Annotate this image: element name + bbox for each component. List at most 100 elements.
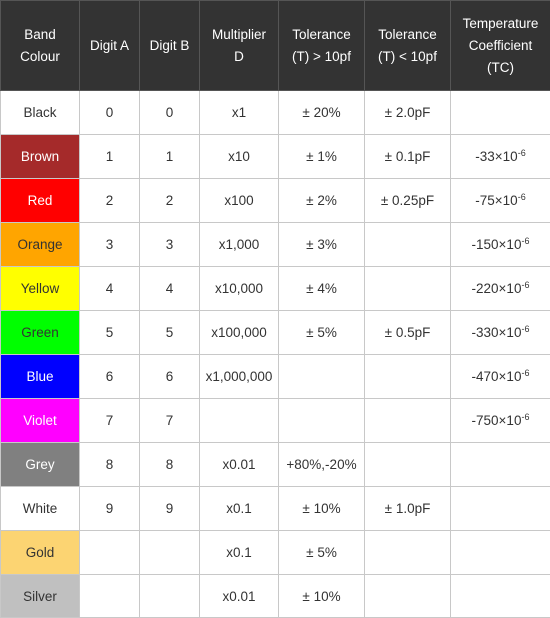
cell-digit-a: 3: [80, 223, 140, 267]
band-colour-cell: Grey: [1, 443, 80, 487]
tc-exponent: -6: [518, 192, 526, 202]
cell-digit-b: 1: [140, 135, 200, 179]
band-colour-cell: Brown: [1, 135, 80, 179]
cell-digit-a: 1: [80, 135, 140, 179]
cell-digit-b: [140, 575, 200, 618]
cell-digit-a: 5: [80, 311, 140, 355]
band-colour-cell: Gold: [1, 531, 80, 575]
cell-tolerance-gt-10pf: ± 20%: [279, 91, 365, 135]
cell-tolerance-lt-10pf: [365, 531, 451, 575]
cell-digit-b: 4: [140, 267, 200, 311]
cell-digit-a: [80, 575, 140, 618]
cell-digit-a: 7: [80, 399, 140, 443]
cell-tolerance-lt-10pf: ± 0.1pF: [365, 135, 451, 179]
cell-tolerance-gt-10pf: +80%,-20%: [279, 443, 365, 487]
cell-digit-b: 0: [140, 91, 200, 135]
cell-multiplier: x100,000: [200, 311, 279, 355]
cell-tolerance-gt-10pf: ± 5%: [279, 531, 365, 575]
tc-base: -220×10: [472, 281, 522, 296]
cell-tolerance-gt-10pf: ± 3%: [279, 223, 365, 267]
cell-temperature-coefficient: [451, 531, 550, 575]
cell-tolerance-gt-10pf: ± 2%: [279, 179, 365, 223]
cell-digit-a: 0: [80, 91, 140, 135]
cell-tolerance-lt-10pf: [365, 355, 451, 399]
cell-temperature-coefficient: -75×10-6: [451, 179, 550, 223]
cell-digit-b: 3: [140, 223, 200, 267]
cell-multiplier: x10: [200, 135, 279, 179]
cell-digit-a: 2: [80, 179, 140, 223]
cell-tolerance-gt-10pf: ± 10%: [279, 575, 365, 618]
cell-temperature-coefficient: -470×10-6: [451, 355, 550, 399]
cell-temperature-coefficient: -220×10-6: [451, 267, 550, 311]
cell-multiplier: x100: [200, 179, 279, 223]
cell-temperature-coefficient: [451, 443, 550, 487]
cell-tolerance-gt-10pf: ± 1%: [279, 135, 365, 179]
cell-temperature-coefficient: -330×10-6: [451, 311, 550, 355]
cell-tolerance-lt-10pf: [365, 223, 451, 267]
cell-digit-a: 9: [80, 487, 140, 531]
tc-exponent: -6: [518, 148, 526, 158]
band-colour-cell: Orange: [1, 223, 80, 267]
band-colour-cell: White: [1, 487, 80, 531]
cell-multiplier: [200, 399, 279, 443]
cell-multiplier: x1,000,000: [200, 355, 279, 399]
tc-base: -470×10: [472, 369, 522, 384]
header-tolerance-lt-10pf: Tolerance(T) < 10pf: [365, 1, 451, 91]
tc-exponent: -6: [521, 368, 529, 378]
cell-tolerance-gt-10pf: [279, 355, 365, 399]
cell-tolerance-lt-10pf: [365, 443, 451, 487]
cell-tolerance-lt-10pf: [365, 267, 451, 311]
cell-temperature-coefficient: [451, 91, 550, 135]
band-colour-cell: Silver: [1, 575, 80, 618]
cell-digit-a: 4: [80, 267, 140, 311]
band-colour-cell: Green: [1, 311, 80, 355]
cell-tolerance-gt-10pf: ± 5%: [279, 311, 365, 355]
cell-temperature-coefficient: -750×10-6: [451, 399, 550, 443]
cell-temperature-coefficient: -33×10-6: [451, 135, 550, 179]
tc-base: -330×10: [472, 325, 522, 340]
tc-exponent: -6: [521, 236, 529, 246]
cell-digit-b: 9: [140, 487, 200, 531]
table-row: Silver x0.01± 10%: [1, 575, 550, 618]
cell-digit-b: 2: [140, 179, 200, 223]
tc-base: -33×10: [475, 149, 517, 164]
cell-temperature-coefficient: [451, 575, 550, 618]
band-colour-cell: Blue: [1, 355, 80, 399]
cell-multiplier: x1,000: [200, 223, 279, 267]
cell-tolerance-lt-10pf: ± 1.0pF: [365, 487, 451, 531]
cell-digit-b: 7: [140, 399, 200, 443]
band-colour-cell: Yellow: [1, 267, 80, 311]
cell-digit-b: 6: [140, 355, 200, 399]
tc-base: -750×10: [472, 413, 522, 428]
cell-tolerance-gt-10pf: ± 10%: [279, 487, 365, 531]
header-digit-a: Digit A: [80, 1, 140, 91]
cell-tolerance-gt-10pf: ± 4%: [279, 267, 365, 311]
cell-tolerance-lt-10pf: ± 0.5pF: [365, 311, 451, 355]
table-row: Gold x0.1± 5%: [1, 531, 550, 575]
cell-digit-b: 8: [140, 443, 200, 487]
tc-exponent: -6: [521, 324, 529, 334]
cell-tolerance-lt-10pf: ± 2.0pF: [365, 91, 451, 135]
cell-temperature-coefficient: -150×10-6: [451, 223, 550, 267]
cell-multiplier: x0.1: [200, 531, 279, 575]
cell-multiplier: x0.01: [200, 575, 279, 618]
cell-tolerance-gt-10pf: [279, 399, 365, 443]
header-tolerance-gt-10pf: Tolerance(T) > 10pf: [279, 1, 365, 91]
cell-digit-b: 5: [140, 311, 200, 355]
cell-digit-a: 8: [80, 443, 140, 487]
cell-tolerance-lt-10pf: [365, 399, 451, 443]
cell-tolerance-lt-10pf: [365, 575, 451, 618]
header-digit-b: Digit B: [140, 1, 200, 91]
cell-digit-b: [140, 531, 200, 575]
